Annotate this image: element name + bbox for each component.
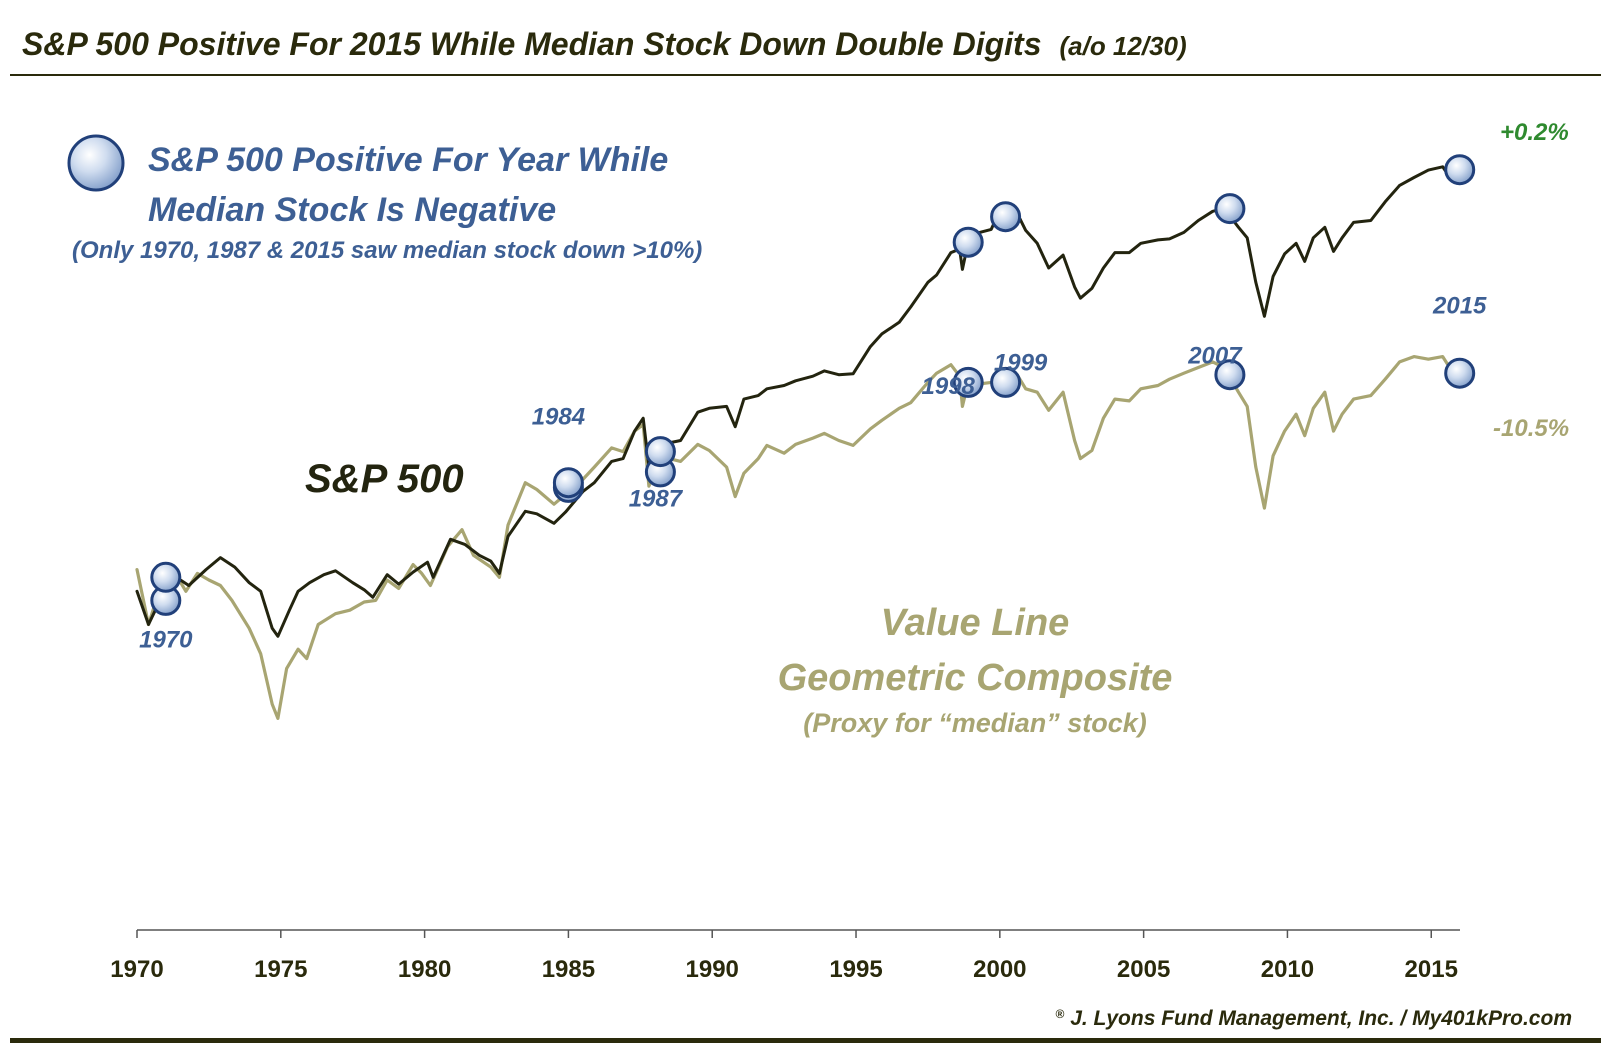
sp500-marker-6 xyxy=(1444,154,1476,186)
sp500-marker-1 xyxy=(552,467,584,499)
chart-title: S&P 500 Positive For 2015 While Median S… xyxy=(22,26,1187,62)
value-line-end-label: -10.5% xyxy=(1493,415,1569,442)
x-tick-label: 1980 xyxy=(398,956,451,983)
sp500-end-label: +0.2% xyxy=(1500,119,1569,146)
sp500-marker-3 xyxy=(952,226,984,258)
value-line-marker-5 xyxy=(1214,359,1246,391)
credit-label: J. Lyons Fund Management, Inc. / My401kP… xyxy=(1070,1007,1572,1030)
legend: S&P 500 Positive For Year While Median S… xyxy=(67,134,702,264)
footer-rule xyxy=(10,1038,1601,1043)
value-line-marker-4 xyxy=(990,366,1022,398)
plot-area: 1970 1984 1987 1998 1999 2007 2015 xyxy=(135,154,1487,720)
sp500-marker-2 xyxy=(644,436,676,468)
credit-mark: ® xyxy=(1055,1007,1064,1021)
x-axis-ticks: 1970 1975 1980 1985 1990 1995 2000 2005 2010 2015 xyxy=(110,930,1458,983)
legend-line-1: S&P 500 Positive For Year While xyxy=(148,141,668,179)
value-line-marker-3 xyxy=(952,366,984,398)
sp500-marker-5 xyxy=(1214,193,1246,225)
value-line-series-label-2: Geometric Composite xyxy=(778,657,1173,699)
marker-year-label: 2015 xyxy=(1432,293,1487,320)
marker-year-label: 1984 xyxy=(532,404,585,431)
x-tick-label: 1990 xyxy=(686,956,739,983)
x-tick-label: 1985 xyxy=(542,956,595,983)
marker-year-label: 1987 xyxy=(629,486,684,513)
x-tick-label: 2005 xyxy=(1117,956,1170,983)
marker-year-label: 2007 xyxy=(1187,343,1243,370)
sp500-series-label: S&P 500 xyxy=(305,457,464,501)
x-tick-label: 1970 xyxy=(110,956,163,983)
marker-year-label: 1998 xyxy=(922,373,976,400)
value-line-line xyxy=(135,355,1462,720)
title-main: S&P 500 Positive For 2015 While Median S… xyxy=(22,26,1041,62)
sp500-marker-0 xyxy=(150,561,182,593)
value-line-series-label: Value Line xyxy=(881,602,1070,644)
credit-text: ® J. Lyons Fund Management, Inc. / My401k… xyxy=(1055,1007,1572,1030)
marker-year-label: 1970 xyxy=(139,626,193,653)
value-line-series-sublabel: (Proxy for “median” stock) xyxy=(803,708,1147,738)
legend-marker-icon xyxy=(67,134,125,192)
x-tick-label: 2015 xyxy=(1405,956,1458,983)
sp500-line xyxy=(135,165,1462,638)
value-line-marker-6 xyxy=(1444,357,1476,389)
legend-note: (Only 1970, 1987 & 2015 saw median stock… xyxy=(72,237,702,264)
header-rule xyxy=(10,74,1601,76)
title-suffix: (a/o 12/30) xyxy=(1059,31,1186,61)
legend-line-2: Median Stock Is Negative xyxy=(148,191,556,229)
x-tick-label: 1995 xyxy=(829,956,882,983)
marker-year-label: 1999 xyxy=(994,350,1048,377)
sp500-marker-4 xyxy=(990,201,1022,233)
x-tick-label: 2010 xyxy=(1261,956,1314,983)
x-tick-label: 1975 xyxy=(254,956,307,983)
x-tick-label: 2000 xyxy=(973,956,1026,983)
